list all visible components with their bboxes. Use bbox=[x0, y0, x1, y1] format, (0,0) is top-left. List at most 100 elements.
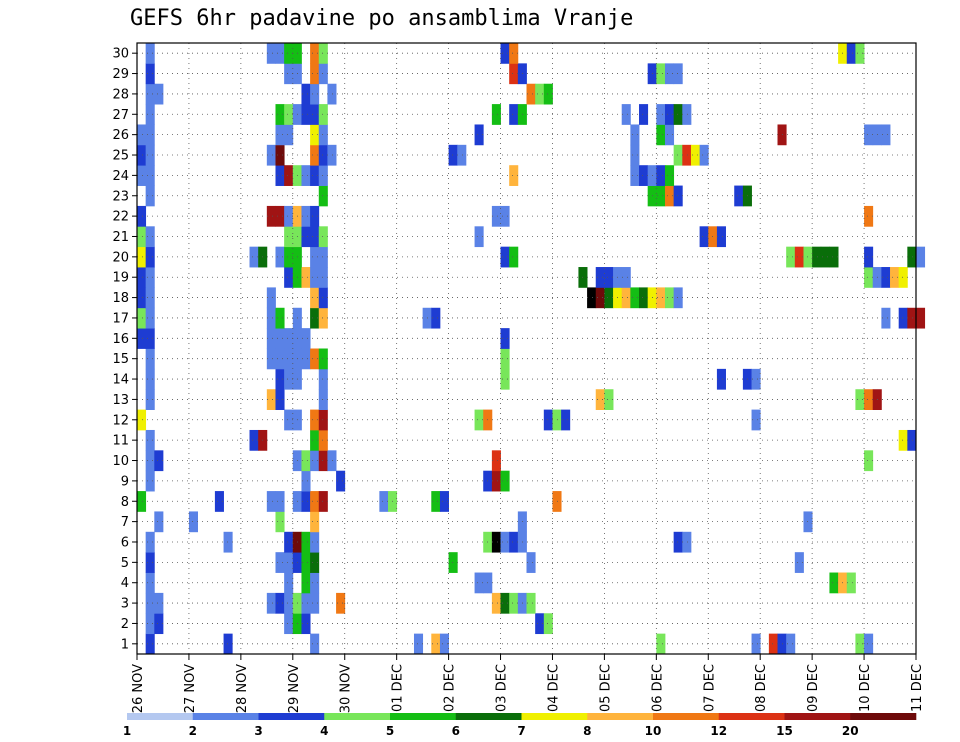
heatmap-cell bbox=[682, 144, 692, 166]
heatmap-cell bbox=[310, 43, 320, 64]
heatmap-cell bbox=[284, 43, 294, 64]
heatmap-cell bbox=[318, 144, 328, 166]
heatmap-cell bbox=[543, 409, 553, 431]
heatmap-cell bbox=[621, 267, 631, 288]
heatmap-cell bbox=[301, 348, 311, 370]
heatmap-cell bbox=[301, 83, 311, 105]
heatmap-cell bbox=[284, 267, 294, 288]
heatmap-cell bbox=[855, 633, 865, 655]
heatmap-cell bbox=[656, 124, 666, 146]
plot-frame bbox=[136, 42, 917, 655]
heatmap-cell bbox=[509, 592, 519, 614]
heatmap-cell bbox=[664, 124, 675, 146]
heatmap-cell bbox=[275, 124, 285, 146]
heatmap-cell bbox=[284, 552, 294, 573]
heatmap-cell bbox=[491, 470, 501, 492]
heatmap-cell bbox=[145, 83, 155, 105]
y-tick-label: 8 bbox=[121, 495, 129, 510]
y-tick-label: 27 bbox=[112, 108, 129, 123]
heatmap-cell bbox=[673, 104, 683, 125]
heatmap-cell bbox=[266, 287, 276, 309]
x-tick-label: 27 NOV bbox=[183, 664, 198, 713]
colorbar-label: 8 bbox=[583, 724, 591, 738]
heatmap-cell bbox=[301, 592, 311, 614]
x-tick-label: 26 NOV bbox=[131, 664, 146, 713]
heatmap-cell bbox=[500, 205, 510, 227]
heatmap-cell bbox=[284, 63, 294, 85]
heatmap-cell bbox=[137, 246, 147, 268]
heatmap-cell bbox=[656, 287, 666, 309]
heatmap-cell bbox=[855, 43, 865, 64]
heatmap-cell bbox=[898, 267, 908, 288]
y-tick-label: 2 bbox=[121, 617, 129, 632]
heatmap-cell bbox=[794, 552, 804, 573]
heatmap-cell bbox=[284, 226, 294, 248]
heatmap-cell bbox=[310, 124, 320, 146]
colorbar-label: 5 bbox=[386, 724, 394, 738]
y-tick-label: 5 bbox=[121, 556, 129, 571]
heatmap-cell bbox=[310, 592, 320, 614]
x-tick-label: 08 DEC bbox=[754, 664, 769, 712]
heatmap-cell bbox=[310, 165, 320, 186]
heatmap-cell bbox=[145, 226, 155, 248]
heatmap-cell bbox=[829, 572, 839, 594]
heatmap-cell bbox=[864, 633, 874, 655]
heatmap-cell bbox=[595, 267, 605, 288]
colorbar-swatch bbox=[455, 713, 522, 720]
y-tick-label: 6 bbox=[121, 535, 129, 550]
heatmap-cell bbox=[137, 307, 147, 329]
heatmap-cell bbox=[284, 409, 294, 431]
heatmap-cell bbox=[474, 124, 484, 146]
heatmap-cell bbox=[898, 429, 908, 451]
heatmap-cell bbox=[526, 592, 536, 614]
heatmap-cell bbox=[431, 307, 441, 329]
heatmap-cell bbox=[145, 613, 155, 635]
colorbar-label: 10 bbox=[645, 724, 662, 738]
heatmap-cell bbox=[639, 287, 649, 309]
heatmap-cell bbox=[284, 124, 294, 146]
y-tick-label: 18 bbox=[112, 291, 129, 306]
heatmap-cell bbox=[500, 43, 510, 64]
heatmap-cell bbox=[310, 287, 320, 309]
heatmap-cell bbox=[864, 267, 874, 288]
heatmap-cell bbox=[284, 348, 294, 370]
heatmap-cell bbox=[327, 83, 337, 105]
heatmap-cell bbox=[318, 246, 328, 268]
chart-title: GEFS 6hr padavine po ansamblima Vranje bbox=[130, 6, 634, 31]
heatmap-cell bbox=[310, 246, 320, 268]
heatmap-cell bbox=[664, 165, 675, 186]
heatmap-cell bbox=[907, 429, 917, 451]
heatmap-cell bbox=[275, 205, 285, 227]
heatmap-cell bbox=[249, 246, 259, 268]
heatmap-cell bbox=[310, 144, 320, 166]
heatmap-cell bbox=[154, 83, 164, 105]
heatmap-cell bbox=[621, 287, 631, 309]
heatmap-cell bbox=[336, 470, 346, 492]
heatmap-cell bbox=[310, 633, 320, 655]
y-tick-label: 10 bbox=[112, 454, 129, 469]
y-tick-label: 7 bbox=[121, 515, 129, 530]
heatmap-cell bbox=[318, 124, 328, 146]
heatmap-cell bbox=[266, 389, 276, 410]
heatmap-cell bbox=[639, 104, 649, 125]
heatmap-cell bbox=[881, 124, 891, 146]
heatmap-cell bbox=[154, 613, 164, 635]
heatmap-cell bbox=[664, 185, 675, 207]
heatmap-cell bbox=[154, 592, 164, 614]
heatmap-cell bbox=[673, 531, 683, 553]
heatmap-cell bbox=[526, 552, 536, 573]
heatmap-cell bbox=[145, 307, 155, 329]
heatmap-cell bbox=[890, 267, 900, 288]
heatmap-cell bbox=[439, 491, 449, 512]
heatmap-cell bbox=[284, 613, 294, 635]
heatmap-cell bbox=[916, 246, 926, 268]
colorbar-swatch bbox=[784, 713, 851, 720]
heatmap-cell bbox=[266, 144, 276, 166]
heatmap-cell bbox=[318, 165, 328, 186]
colorbar-label: 3 bbox=[254, 724, 262, 738]
heatmap-cell bbox=[275, 368, 285, 390]
heatmap-cell bbox=[916, 307, 926, 329]
heatmap-cell bbox=[630, 165, 640, 186]
heatmap-cell bbox=[145, 287, 155, 309]
heatmap-cell bbox=[301, 328, 311, 349]
